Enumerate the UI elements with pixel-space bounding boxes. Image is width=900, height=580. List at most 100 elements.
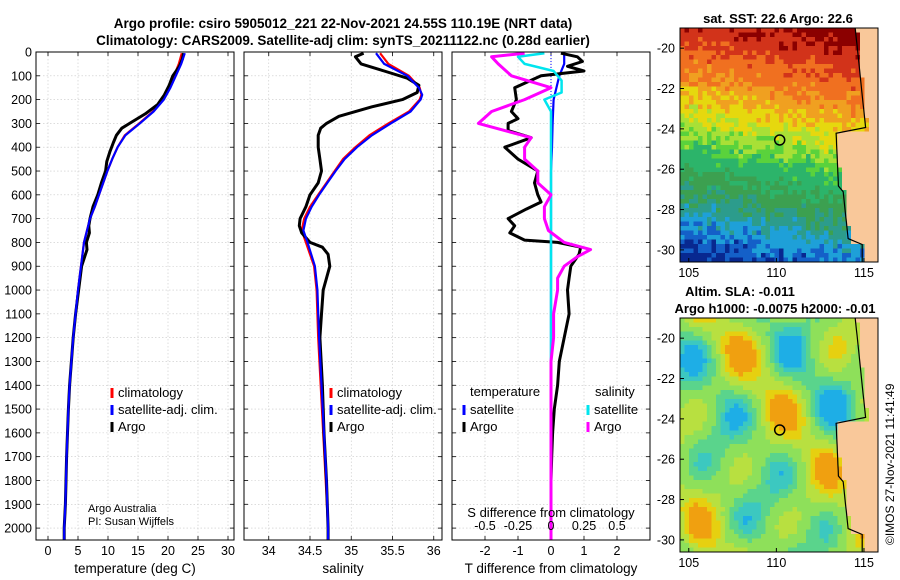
depth-tick-label: 1200 [4, 331, 32, 345]
t-diff-xlabel: T difference from climatology [465, 561, 638, 576]
salinity-satellite-line [302, 52, 424, 540]
depth-tick-label: 600 [11, 188, 32, 202]
depth-tick-label: 500 [11, 165, 32, 179]
depth-tick-label: 1600 [4, 426, 32, 440]
temperature-satellite-line [63, 52, 186, 540]
x-tick-label: 30 [221, 544, 235, 558]
depth-tick-label: 1100 [5, 307, 32, 321]
x-tick-label: 5 [75, 544, 82, 558]
temperature-xlabel: temperature (deg C) [74, 561, 196, 576]
legend-s-title: salinity [595, 384, 635, 399]
legend-satellite-label: satellite-adj. clim. [337, 402, 437, 417]
s-argo-diff-line [476, 52, 593, 540]
depth-tick-label: 1800 [4, 474, 32, 488]
figure-title-line1: Argo profile: csiro 5905012_221 22-Nov-2… [114, 16, 572, 31]
lon-tick-label: 105 [678, 556, 699, 570]
legend-t-satellite-label: satellite [470, 402, 514, 417]
depth-tick-label: 800 [11, 236, 32, 250]
s-tick-label: 0.25 [572, 519, 596, 533]
lat-tick-label: -28 [657, 203, 675, 217]
sst-map-panel: 105 110 115 -20 -22 -24 -26 -28 -30 [657, 27, 879, 280]
x-tick-label: 1 [581, 544, 588, 558]
x-tick-label: 34 [262, 544, 276, 558]
imos-credit: ©IMOS 27-Nov-2021 11:41:49 [883, 383, 897, 545]
depth-tick-label: 1000 [4, 284, 32, 298]
depth-tick-label: 1700 [4, 450, 32, 464]
lat-tick-label: -20 [657, 42, 675, 56]
argo-float-marker [773, 134, 786, 146]
sla-map-title-line1: Altim. SLA: -0.011 [685, 284, 795, 299]
salinity-argo-line [297, 52, 421, 540]
lat-tick-label: -26 [657, 163, 675, 177]
x-tick-label: 35.5 [380, 544, 404, 558]
x-tick-label: 0 [548, 544, 555, 558]
x-tick-label: 35 [344, 544, 358, 558]
legend-s-argo-label: Argo [594, 419, 621, 434]
depth-tick-label: 400 [11, 141, 32, 155]
x-tick-label: 20 [161, 544, 175, 558]
depth-tick-label: 900 [11, 260, 32, 274]
map-frame [679, 27, 879, 263]
s-tick-label: 0.5 [608, 519, 625, 533]
plot-area [244, 52, 442, 540]
legend-s-satellite-label: satellite [594, 402, 638, 417]
depth-tick-label: 100 [11, 69, 32, 83]
lon-tick-label: 110 [766, 556, 786, 570]
legend-climatology-label: climatology [337, 385, 403, 400]
x-tick-label: -1 [512, 544, 523, 558]
lat-tick-label: -30 [657, 533, 675, 547]
lon-tick-label: 115 [854, 556, 874, 570]
legend-climatology-label: climatology [118, 385, 184, 400]
depth-tick-label: 1300 [4, 355, 32, 369]
figure-title-line2: Climatology: CARS2009. Satellite-adj cli… [96, 33, 590, 48]
x-tick-label: 15 [131, 544, 145, 558]
depth-tick-label: 700 [11, 212, 32, 226]
x-tick-label: -2 [479, 544, 490, 558]
depth-tick-label: 300 [11, 117, 32, 131]
sst-map-title: sat. SST: 22.6 Argo: 22.6 [703, 11, 853, 26]
legend-t-argo-label: Argo [470, 419, 497, 434]
t-argo-diff-line [503, 52, 586, 540]
legend-satellite-label: satellite-adj. clim. [118, 402, 218, 417]
sst-map-raster [680, 28, 878, 262]
coastline [835, 28, 867, 262]
map-frame [679, 317, 879, 553]
lat-tick-label: -24 [657, 412, 675, 426]
sla-map-panel: 105 110 115 -20 -22 -24 -26 -28 -30 [657, 317, 879, 570]
panel-frame [243, 51, 443, 541]
panel-frame [451, 51, 651, 541]
legend-argo-label: Argo [337, 419, 364, 434]
coastline [835, 318, 867, 552]
depth-tick-label: 0 [25, 46, 32, 60]
x-tick-label: 34.5 [298, 544, 322, 558]
salinity-panel: 34 34.5 35 35.5 36 salinity climatology satelli… [243, 51, 443, 576]
argo-float-marker [773, 424, 786, 436]
lon-tick-label: 105 [678, 266, 699, 280]
x-tick-label: 0 [45, 544, 52, 558]
pi-note: PI: Susan Wijffels [88, 516, 174, 528]
s-tick-label: -0.5 [474, 519, 496, 533]
salinity-xlabel: salinity [322, 561, 364, 576]
lat-tick-label: -20 [657, 332, 675, 346]
x-tick-label: 10 [101, 544, 115, 558]
lon-tick-label: 110 [766, 266, 786, 280]
depth-tick-label: 1400 [4, 379, 32, 393]
plot-area [36, 52, 234, 540]
depth-tick-label: 200 [11, 93, 32, 107]
lon-tick-label: 115 [854, 266, 874, 280]
legend-t-title: temperature [470, 384, 540, 399]
x-tick-label: 25 [191, 544, 205, 558]
depth-tick-label: 1500 [4, 403, 32, 417]
lat-tick-label: -22 [657, 82, 675, 96]
s-tick-label: -0.25 [504, 519, 533, 533]
temperature-panel: 0100200300400500600700800900100011001200… [4, 46, 235, 577]
s-satellite-diff-line [516, 52, 563, 540]
panel-frame [35, 51, 235, 541]
lat-tick-label: -24 [657, 122, 675, 136]
x-tick-label: 36 [427, 544, 441, 558]
s-diff-xlabel: S difference from climatology [467, 505, 635, 520]
lat-tick-label: -30 [657, 243, 675, 257]
depth-tick-label: 1900 [4, 498, 32, 512]
argo-australia-note: Argo Australia [88, 503, 157, 515]
